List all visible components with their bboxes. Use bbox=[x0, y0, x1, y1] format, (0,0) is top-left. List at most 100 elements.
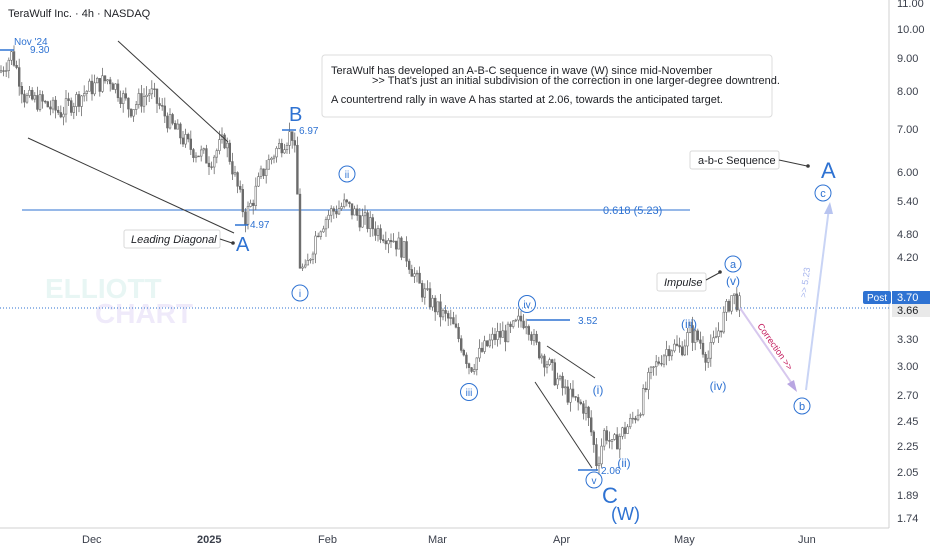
candle-body bbox=[704, 354, 707, 363]
candle-body bbox=[25, 95, 29, 103]
candle-body bbox=[699, 339, 702, 344]
candle-body bbox=[187, 134, 190, 140]
candle-body bbox=[340, 206, 343, 209]
trendlines bbox=[27, 40, 596, 469]
candle-body bbox=[342, 199, 346, 207]
candle-body bbox=[155, 88, 159, 104]
iv-value-label: 3.52 bbox=[578, 316, 598, 327]
candle-body bbox=[657, 361, 661, 364]
candle-body bbox=[101, 75, 104, 92]
wave-iii-label: iii bbox=[466, 388, 473, 399]
candle-body bbox=[119, 97, 122, 104]
candle-body bbox=[426, 288, 429, 290]
candle-body bbox=[280, 143, 283, 154]
candle-body bbox=[252, 202, 255, 206]
candle-body bbox=[480, 347, 484, 352]
post-tag bbox=[863, 291, 891, 304]
candle-body bbox=[506, 323, 510, 343]
candle-body bbox=[205, 148, 208, 164]
impulse-text: Impulse bbox=[664, 277, 703, 289]
candle-body bbox=[72, 106, 76, 113]
leading-diagonal-callout: Leading Diagonal bbox=[123, 229, 235, 249]
candle-body bbox=[537, 341, 541, 359]
price-tick-label: 2.05 bbox=[897, 467, 918, 479]
wave-iv-marker: iv bbox=[518, 295, 536, 313]
candle-body bbox=[509, 323, 512, 327]
candle-body bbox=[361, 215, 364, 228]
price-tick-label: 2.45 bbox=[897, 416, 918, 428]
candle-body bbox=[610, 439, 614, 442]
candle-body bbox=[462, 350, 465, 356]
candle-body bbox=[602, 430, 606, 447]
candle-body bbox=[23, 93, 26, 103]
candle-body bbox=[184, 134, 187, 145]
candle-body bbox=[335, 210, 338, 215]
price-tick-label: 11.00 bbox=[897, 0, 924, 10]
candle-body bbox=[545, 364, 549, 368]
candle-body bbox=[574, 396, 577, 398]
candle-body bbox=[415, 272, 419, 275]
candle-body bbox=[449, 317, 452, 319]
wave-i-marker: i bbox=[291, 284, 309, 302]
candle-body bbox=[634, 417, 637, 421]
note-line-2: >> That's just an initial subdivision of… bbox=[372, 75, 780, 87]
candle-body bbox=[327, 214, 330, 220]
candle-body bbox=[12, 51, 16, 66]
wave-label-W: (W) bbox=[611, 504, 640, 524]
time-tick-label: May bbox=[674, 534, 695, 546]
candle-body bbox=[145, 94, 148, 97]
wave-p-iii-label: (iii) bbox=[681, 317, 697, 331]
candle-body bbox=[465, 354, 468, 364]
candle-body bbox=[491, 333, 494, 341]
candle-body bbox=[371, 217, 374, 230]
candle-body bbox=[576, 397, 580, 403]
candle-body bbox=[496, 331, 499, 340]
price-axis[interactable]: 11.00 10.00 9.00 8.00 7.00 6.00 5.40 4.8… bbox=[897, 0, 925, 525]
candle-body bbox=[485, 340, 489, 347]
candle-body bbox=[688, 325, 692, 333]
wave-p-iv-label: (iv) bbox=[710, 379, 727, 393]
price-tick-label: 1.89 bbox=[897, 490, 918, 502]
candle-body bbox=[579, 401, 583, 404]
time-tick-label: Dec bbox=[82, 534, 102, 546]
candle-body bbox=[246, 206, 250, 225]
price-tick-label: 8.00 bbox=[897, 86, 918, 98]
candle-body bbox=[314, 235, 317, 255]
candle-body bbox=[137, 93, 140, 105]
wave-v-label: v bbox=[592, 476, 597, 487]
candle-body bbox=[413, 273, 416, 277]
candle-body bbox=[285, 145, 289, 150]
candle-body bbox=[514, 319, 518, 322]
fib-level-label: 0.618 (5.23) bbox=[603, 205, 662, 217]
candle-body bbox=[511, 320, 515, 327]
candle-body bbox=[605, 430, 609, 441]
time-axis[interactable]: Dec 2025 Feb Mar Apr May Jun bbox=[82, 534, 816, 546]
candle-body bbox=[706, 357, 710, 363]
candle-body bbox=[418, 272, 421, 284]
candle-body bbox=[67, 98, 70, 101]
price-tick-label: 3.30 bbox=[897, 334, 918, 346]
candle-body bbox=[142, 96, 146, 107]
candle-body bbox=[324, 219, 328, 230]
price-tick-label: 6.00 bbox=[897, 167, 918, 179]
candle-body bbox=[106, 79, 109, 82]
candle-body bbox=[90, 80, 94, 95]
last-price-value: 3.66 bbox=[897, 305, 918, 317]
candle-body bbox=[54, 99, 57, 111]
candle-body bbox=[727, 301, 731, 312]
candle-body bbox=[283, 149, 286, 154]
candle-body bbox=[693, 330, 697, 343]
candle-body bbox=[353, 208, 356, 216]
candle-body bbox=[618, 435, 622, 450]
candle-body bbox=[218, 139, 221, 151]
candle-body bbox=[561, 375, 564, 389]
leading-diagonal-text: Leading Diagonal bbox=[131, 234, 217, 246]
candle-body bbox=[501, 330, 504, 338]
candle-body bbox=[420, 283, 424, 298]
wave-ii-label: ii bbox=[345, 170, 349, 181]
candle-body bbox=[454, 323, 458, 328]
candle-body bbox=[621, 427, 624, 437]
time-tick-label: Jun bbox=[798, 534, 816, 546]
candle-body bbox=[483, 340, 486, 352]
